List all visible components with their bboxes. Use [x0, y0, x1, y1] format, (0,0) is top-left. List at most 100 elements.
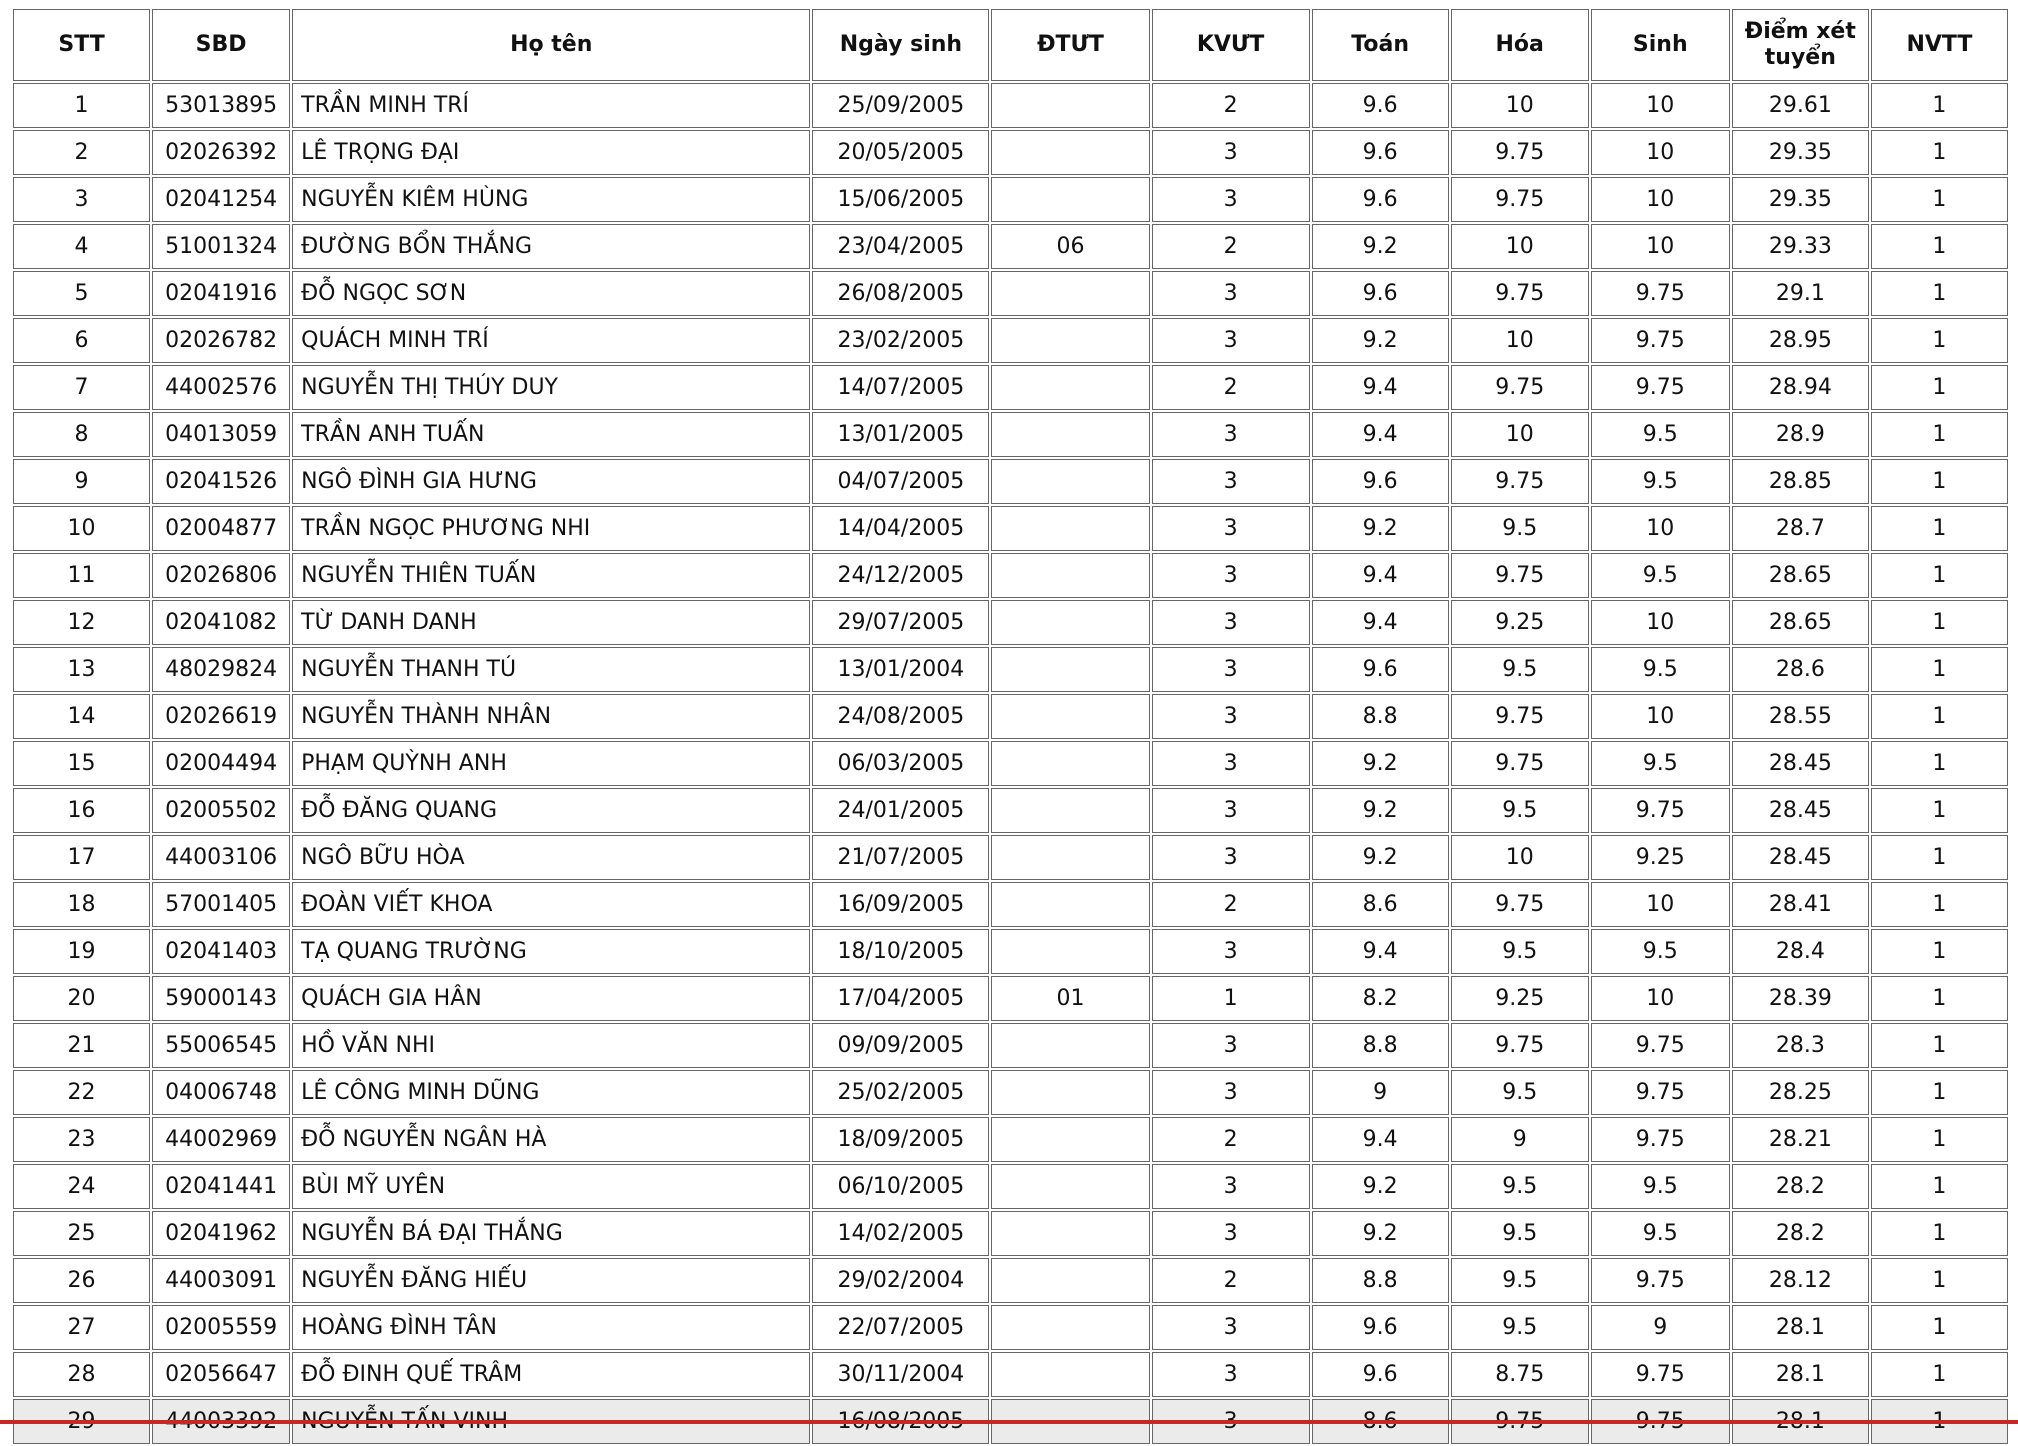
table-cell: [991, 459, 1150, 504]
table-cell: 48029824: [152, 647, 291, 692]
table-cell: 9.6: [1311, 130, 1449, 175]
table-cell: 28.85: [1731, 459, 1869, 504]
table-cell: 9.4: [1311, 412, 1449, 457]
table-cell: 1: [1870, 600, 2008, 645]
table-cell: 1: [1870, 318, 2008, 363]
table-cell: TRẦN MINH TRÍ: [292, 83, 811, 128]
results-table: STT SBD Họ tên Ngày sinh ĐTƯT KVƯT Toán Hóa Sinh…: [11, 7, 2010, 1446]
table-cell: 28: [13, 1352, 151, 1397]
column-header: Toán: [1311, 9, 1449, 81]
table-cell: 9: [1311, 1070, 1449, 1115]
table-cell: 9.4: [1311, 600, 1449, 645]
column-header: STT: [13, 9, 151, 81]
table-cell: 8.8: [1311, 694, 1449, 739]
table-cell: 9.75: [1450, 177, 1589, 222]
table-cell: 29.1: [1731, 271, 1869, 316]
table-cell: 9.5: [1590, 412, 1730, 457]
table-cell: 1: [1151, 976, 1310, 1021]
table-cell: 9.6: [1311, 647, 1449, 692]
table-cell: 9.5: [1450, 647, 1589, 692]
table-cell: 9.6: [1311, 1352, 1449, 1397]
table-cell: 11: [13, 553, 151, 598]
table-cell: 1: [1870, 553, 2008, 598]
table-cell: 28.2: [1731, 1211, 1869, 1256]
table-cell: 2: [1151, 1117, 1310, 1162]
table-cell: [991, 177, 1150, 222]
table-cell: 3: [1151, 318, 1310, 363]
table-cell: 10: [1450, 83, 1589, 128]
table-cell: 3: [1151, 788, 1310, 833]
table-cell: 9.75: [1590, 1117, 1730, 1162]
table-row: 10 02004877 TRẦN NGỌC PHƯƠNG NHI 14/04/2005…: [13, 506, 2008, 551]
table-cell: 04006748: [152, 1070, 291, 1115]
table-cell: 3: [1151, 1305, 1310, 1350]
table-cell: PHẠM QUỲNH ANH: [292, 741, 811, 786]
table-cell: 1: [1870, 882, 2008, 927]
table-cell: 02026619: [152, 694, 291, 739]
table-cell: 3: [1151, 506, 1310, 551]
table-cell: NGÔ BỮU HÒA: [292, 835, 811, 880]
table-cell: 1: [1870, 177, 2008, 222]
table-cell: 1: [1870, 929, 2008, 974]
table-cell: 44002969: [152, 1117, 291, 1162]
table-cell: 9.25: [1450, 600, 1589, 645]
table-row: 2 02026392 LÊ TRỌNG ĐẠI 20/05/2005 3 9.6 9.75 1…: [13, 130, 2008, 175]
table-cell: 28.1: [1731, 1305, 1869, 1350]
table-cell: 29/07/2005: [812, 600, 990, 645]
column-header: NVTT: [1870, 9, 2008, 81]
table-cell: NGUYỄN THIÊN TUẤN: [292, 553, 811, 598]
table-cell: 12: [13, 600, 151, 645]
table-cell: 1: [1870, 835, 2008, 880]
table-cell: 9.2: [1311, 788, 1449, 833]
table-cell: 28.94: [1731, 365, 1869, 410]
table-cell: 02005559: [152, 1305, 291, 1350]
table-cell: 9.2: [1311, 224, 1449, 269]
table-row: 28 02056647 ĐỖ ĐINH QUẾ TRÂM 30/11/2004 3 9.6…: [13, 1352, 2008, 1397]
table-cell: 9.25: [1590, 835, 1730, 880]
table-cell: 22: [13, 1070, 151, 1115]
table-cell: 28.45: [1731, 835, 1869, 880]
table-cell: BÙI MỸ UYÊN: [292, 1164, 811, 1209]
table-cell: 1: [1870, 1352, 2008, 1397]
table-row: 12 02041082 TỪ DANH DANH 29/07/2005 3 9.4 9.25…: [13, 600, 2008, 645]
table-cell: 55006545: [152, 1023, 291, 1068]
table-cell: 04013059: [152, 412, 291, 457]
table-cell: 10: [1590, 506, 1730, 551]
table-cell: 02041962: [152, 1211, 291, 1256]
table-cell: 1: [1870, 83, 2008, 128]
table-cell: 24/01/2005: [812, 788, 990, 833]
table-cell: [991, 318, 1150, 363]
table-cell: 18/10/2005: [812, 929, 990, 974]
table-cell: 25/09/2005: [812, 83, 990, 128]
column-header: KVƯT: [1151, 9, 1310, 81]
table-cell: 02041441: [152, 1164, 291, 1209]
table-cell: [991, 647, 1150, 692]
table-cell: 10: [1590, 177, 1730, 222]
table-cell: 9.5: [1450, 1164, 1589, 1209]
table-cell: ĐỖ NGUYỄN NGÂN HÀ: [292, 1117, 811, 1162]
table-cell: 9.2: [1311, 318, 1449, 363]
table-cell: [991, 835, 1150, 880]
table-cell: [991, 882, 1150, 927]
table-cell: 5: [13, 271, 151, 316]
table-cell: 1: [1870, 694, 2008, 739]
table-cell: 1: [1870, 1258, 2008, 1303]
table-cell: 4: [13, 224, 151, 269]
table-cell: ĐỖ ĐINH QUẾ TRÂM: [292, 1352, 811, 1397]
table-cell: [991, 788, 1150, 833]
table-cell: 9.75: [1450, 882, 1589, 927]
table-cell: 9.4: [1311, 553, 1449, 598]
table-cell: 10: [1590, 694, 1730, 739]
table-cell: 28.65: [1731, 553, 1869, 598]
table-cell: [991, 929, 1150, 974]
table-cell: 8: [13, 412, 151, 457]
table-cell: 10: [13, 506, 151, 551]
table-cell: 3: [1151, 553, 1310, 598]
table-row: 21 55006545 HỒ VĂN NHI 09/09/2005 3 8.8 9.75 9.…: [13, 1023, 2008, 1068]
table-cell: 9.2: [1311, 506, 1449, 551]
table-cell: 29.61: [1731, 83, 1869, 128]
table-cell: 28.41: [1731, 882, 1869, 927]
table-cell: 14/07/2005: [812, 365, 990, 410]
table-cell: 9.75: [1450, 1023, 1589, 1068]
table-cell: 3: [1151, 412, 1310, 457]
